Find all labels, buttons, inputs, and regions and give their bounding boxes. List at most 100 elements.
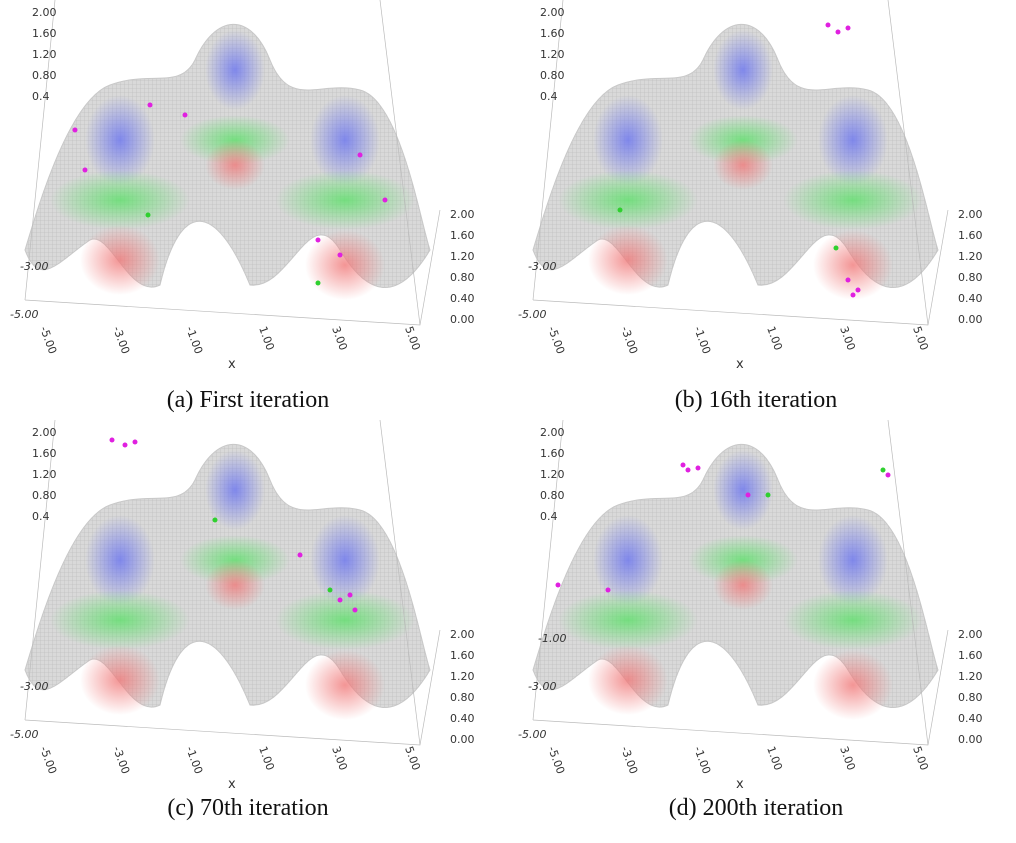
surface-shade (588, 645, 668, 715)
panel: -5.00 -3.00 -1.00 1.00 3.00 5.00 x 2.00 1.60 1.20… (10, 419, 475, 792)
surface-shade (85, 515, 155, 605)
z-tick-label: 1.20 (958, 670, 983, 683)
sample-point (685, 467, 691, 473)
left-tick-label: -5.00 (10, 308, 38, 321)
sample-point (212, 517, 218, 523)
sample-point (845, 25, 851, 31)
z-tick-label: 0.40 (450, 712, 475, 725)
z-tick-label: 2.00 (958, 628, 983, 641)
surface-shade (275, 170, 415, 230)
left-tick-label: 1.20 (32, 468, 57, 481)
sample-point (347, 592, 353, 598)
surface-shade (275, 590, 415, 650)
x-tick-label: 1.00 (764, 745, 785, 772)
surface-shade (205, 30, 265, 110)
sample-point (327, 587, 333, 593)
z-tick-label: 1.20 (450, 670, 475, 683)
z-tick-label: 0.40 (450, 292, 475, 305)
sample-point (315, 237, 321, 243)
left-tick-label: 0.4 (32, 510, 50, 523)
axis-box (24, 419, 441, 746)
x-tick-label: -5.00 (545, 325, 567, 356)
z-tick-label: 2.00 (450, 628, 475, 641)
x-axis-label: x (228, 357, 236, 372)
left-tick-label: 1.60 (32, 447, 57, 460)
sample-point (885, 472, 891, 478)
left-tick-label: -5.00 (10, 728, 38, 741)
sample-point (382, 197, 388, 203)
sample-point (122, 442, 128, 448)
x-tick-label: -3.00 (110, 745, 132, 776)
sample-point (680, 462, 686, 468)
z-tick-label: 0.40 (958, 712, 983, 725)
z-tick-label: 0.80 (958, 271, 983, 284)
axis-box (532, 0, 949, 326)
sample-point (833, 245, 839, 251)
z-tick-label: 2.00 (958, 208, 983, 221)
sample-point (617, 207, 623, 213)
x-tick-label: -5.00 (37, 745, 59, 776)
sample-point (855, 287, 861, 293)
left-tick-label: 0.80 (32, 489, 57, 502)
surface-shade (818, 515, 888, 605)
panel: -5.00 -3.00 -1.00 1.00 3.00 5.00 x 2.00 1.60 1.20… (518, 0, 983, 372)
left-tick-label: 0.4 (540, 510, 558, 523)
surface-shade (783, 170, 923, 230)
sample-point (337, 597, 343, 603)
left-tick-label: 2.00 (540, 6, 565, 19)
x-tick-label: 3.00 (837, 325, 858, 352)
z-tick-label: 0.00 (450, 313, 475, 326)
z-tick-label: 1.20 (450, 250, 475, 263)
x-tick-label: 5.00 (402, 325, 423, 352)
sample-point (72, 127, 78, 133)
axis-box (532, 419, 949, 746)
surface-shade (85, 95, 155, 185)
surface-shade (205, 140, 265, 190)
sample-point (845, 277, 851, 283)
x-tick-label: -1.00 (183, 745, 205, 776)
surface-shade (80, 225, 160, 295)
x-tick-label: 5.00 (910, 745, 931, 772)
sample-point (297, 552, 303, 558)
surface-shade (310, 515, 380, 605)
panel: -5.00 -3.00 -1.00 1.00 3.00 5.00 x 2.00 1.60 1.20… (10, 0, 475, 372)
sample-point (132, 439, 138, 445)
x-tick-label: 5.00 (910, 325, 931, 352)
surface-shade (713, 560, 773, 610)
x-tick-label: -3.00 (618, 325, 640, 356)
left-tick-label: 0.4 (540, 90, 558, 103)
axis-box (24, 0, 441, 326)
surface-shade (558, 590, 698, 650)
sample-point (880, 467, 886, 473)
left-tick-label: -3.00 (20, 680, 48, 693)
x-tick-label: 1.00 (764, 325, 785, 352)
left-tick-label: -3.00 (528, 680, 556, 693)
x-tick-label: 3.00 (837, 745, 858, 772)
z-tick-label: 1.20 (958, 250, 983, 263)
surface-shade (588, 225, 668, 295)
sample-point (82, 167, 88, 173)
surface-shade (205, 450, 265, 530)
surface-shade (713, 450, 773, 530)
sample-point (182, 112, 188, 118)
left-tick-label: -3.00 (20, 260, 48, 273)
x-tick-label: 3.00 (329, 325, 350, 352)
z-tick-label: 0.80 (958, 691, 983, 704)
x-axis-label: x (736, 357, 744, 372)
x-tick-label: -1.00 (183, 325, 205, 356)
z-tick-label: 1.60 (450, 649, 475, 662)
sample-point (825, 22, 831, 28)
z-tick-label: 2.00 (450, 208, 475, 221)
caption: (d) 200th iteration (669, 795, 844, 821)
left-tick-label: 2.00 (32, 426, 57, 439)
x-tick-label: 3.00 (329, 745, 350, 772)
sample-point (357, 152, 363, 158)
left-tick-label: 0.80 (540, 69, 565, 82)
left-tick-label: 0.4 (32, 90, 50, 103)
surface-shade (50, 590, 190, 650)
sample-point (745, 492, 751, 498)
z-tick-label: 0.00 (450, 733, 475, 746)
surface-shade (305, 230, 385, 300)
surface-shade (305, 650, 385, 720)
surface-shade (205, 560, 265, 610)
